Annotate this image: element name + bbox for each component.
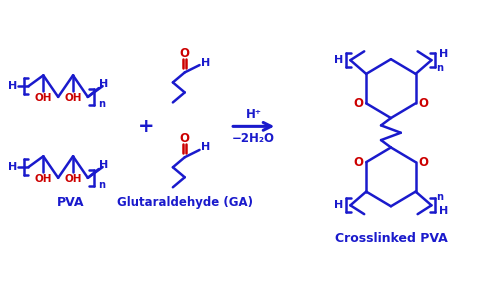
Text: OH: OH xyxy=(34,174,52,184)
Text: OH: OH xyxy=(34,93,52,103)
Text: H⁺: H⁺ xyxy=(246,108,262,121)
Text: O: O xyxy=(418,156,428,169)
Text: H: H xyxy=(8,162,18,172)
Text: n: n xyxy=(98,180,105,190)
Text: H: H xyxy=(334,55,343,65)
Text: OH: OH xyxy=(64,174,82,184)
Text: +: + xyxy=(138,117,154,136)
Text: H: H xyxy=(201,58,210,68)
Text: −2H₂O: −2H₂O xyxy=(232,132,275,145)
Text: H: H xyxy=(201,142,210,153)
Text: H: H xyxy=(99,160,108,170)
Text: OH: OH xyxy=(64,93,82,103)
Text: H: H xyxy=(334,200,343,210)
Text: O: O xyxy=(180,132,190,145)
Text: PVA: PVA xyxy=(58,196,85,209)
Text: Glutaraldehyde (GA): Glutaraldehyde (GA) xyxy=(116,196,252,209)
Text: H: H xyxy=(99,79,108,89)
Text: H: H xyxy=(438,49,448,59)
Text: H: H xyxy=(8,81,18,91)
Text: n: n xyxy=(436,193,444,202)
Text: n: n xyxy=(98,99,105,109)
Text: H: H xyxy=(438,206,448,216)
Text: O: O xyxy=(418,97,428,110)
Text: O: O xyxy=(180,47,190,60)
Text: O: O xyxy=(354,156,364,169)
Text: n: n xyxy=(436,63,444,73)
Text: Crosslinked PVA: Crosslinked PVA xyxy=(334,232,448,245)
Text: O: O xyxy=(354,97,364,110)
